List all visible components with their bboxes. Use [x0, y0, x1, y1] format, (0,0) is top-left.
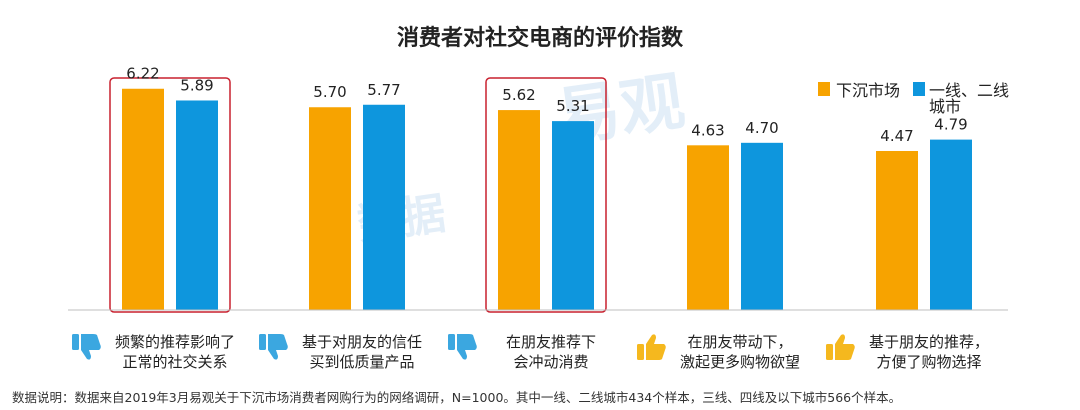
- data-label: 6.22: [126, 65, 159, 83]
- chart-title: 消费者对社交电商的评价指数: [397, 25, 684, 51]
- bar-series-2: [930, 139, 972, 310]
- legend-label-series-1: 下沉市场: [836, 81, 900, 100]
- category-label-line: 买到低质量产品: [309, 353, 414, 371]
- data-label: 5.62: [502, 86, 535, 104]
- legend-swatch-series-1: [818, 82, 830, 96]
- thumbs-down-icon: [448, 334, 477, 360]
- category-label-line: 正常的社交关系: [122, 353, 227, 371]
- data-label: 4.63: [691, 121, 724, 139]
- category-label-line: 频繁的推荐影响了: [115, 333, 235, 351]
- category-label-line: 在朋友带动下，: [687, 333, 792, 351]
- thumbs-down-icon: [72, 334, 101, 360]
- category-label-group: 基于朋友的推荐， 方便了购物选择: [826, 333, 989, 371]
- bar-series-1: [687, 145, 729, 310]
- data-label: 4.79: [934, 116, 967, 134]
- bar-series-2: [176, 100, 218, 310]
- legend: 下沉市场 一线、二线城市: [818, 81, 1009, 116]
- bar-group: 5.62 5.31: [485, 77, 607, 313]
- bars: 6.22 5.89 5.70 5.77 5.62 5.31 4.63 4.70 4.47 4.79: [109, 65, 972, 313]
- category-label-line: 在朋友推荐下: [506, 333, 596, 351]
- thumbs-down-icon: [259, 334, 288, 360]
- highlight-box: [109, 77, 231, 313]
- bar-series-1: [122, 88, 164, 310]
- category-label-line: 基于对朋友的信任: [302, 333, 422, 351]
- bar-group: 4.63 4.70: [687, 119, 783, 310]
- category-label-line: 基于朋友的推荐，: [869, 333, 989, 351]
- bar-series-1: [309, 107, 351, 310]
- bar-series-2: [552, 121, 594, 310]
- bar-series-2: [363, 104, 405, 310]
- data-label: 5.70: [313, 83, 346, 101]
- legend-label-series-2: 一线、二线城市: [929, 81, 1009, 116]
- category-label-line: 激起更多购物欲望: [680, 353, 800, 371]
- data-label: 5.89: [180, 76, 213, 94]
- bar-series-1: [498, 110, 540, 311]
- category-labels: 频繁的推荐影响了正常的社交关系基于对朋友的信任买到低质量产品在朋友推荐下会冲动消…: [72, 333, 989, 371]
- bar-series-1: [876, 150, 918, 310]
- bar-group: 6.22 5.89: [109, 65, 231, 313]
- highlight-box: [485, 77, 607, 313]
- data-label: 5.77: [367, 81, 400, 99]
- category-label-line: 会冲动消费: [513, 353, 588, 371]
- bar-series-2: [741, 142, 783, 310]
- data-label: 4.47: [880, 127, 913, 145]
- thumbs-up-icon: [826, 334, 855, 360]
- data-label: 5.31: [556, 97, 589, 115]
- thumbs-up-icon: [637, 334, 666, 360]
- footnote: 数据说明：数据来自2019年3月易观关于下沉市场消费者网购行为的网络调研，N=1…: [12, 390, 901, 405]
- data-label: 4.70: [745, 119, 778, 137]
- bar-group: 5.70 5.77: [309, 81, 405, 310]
- legend-swatch-series-2: [913, 82, 925, 96]
- bar-group: 4.47 4.79: [876, 116, 972, 310]
- category-label-line: 方便了购物选择: [876, 353, 981, 371]
- category-label-group: 在朋友带动下， 激起更多购物欲望: [637, 333, 800, 371]
